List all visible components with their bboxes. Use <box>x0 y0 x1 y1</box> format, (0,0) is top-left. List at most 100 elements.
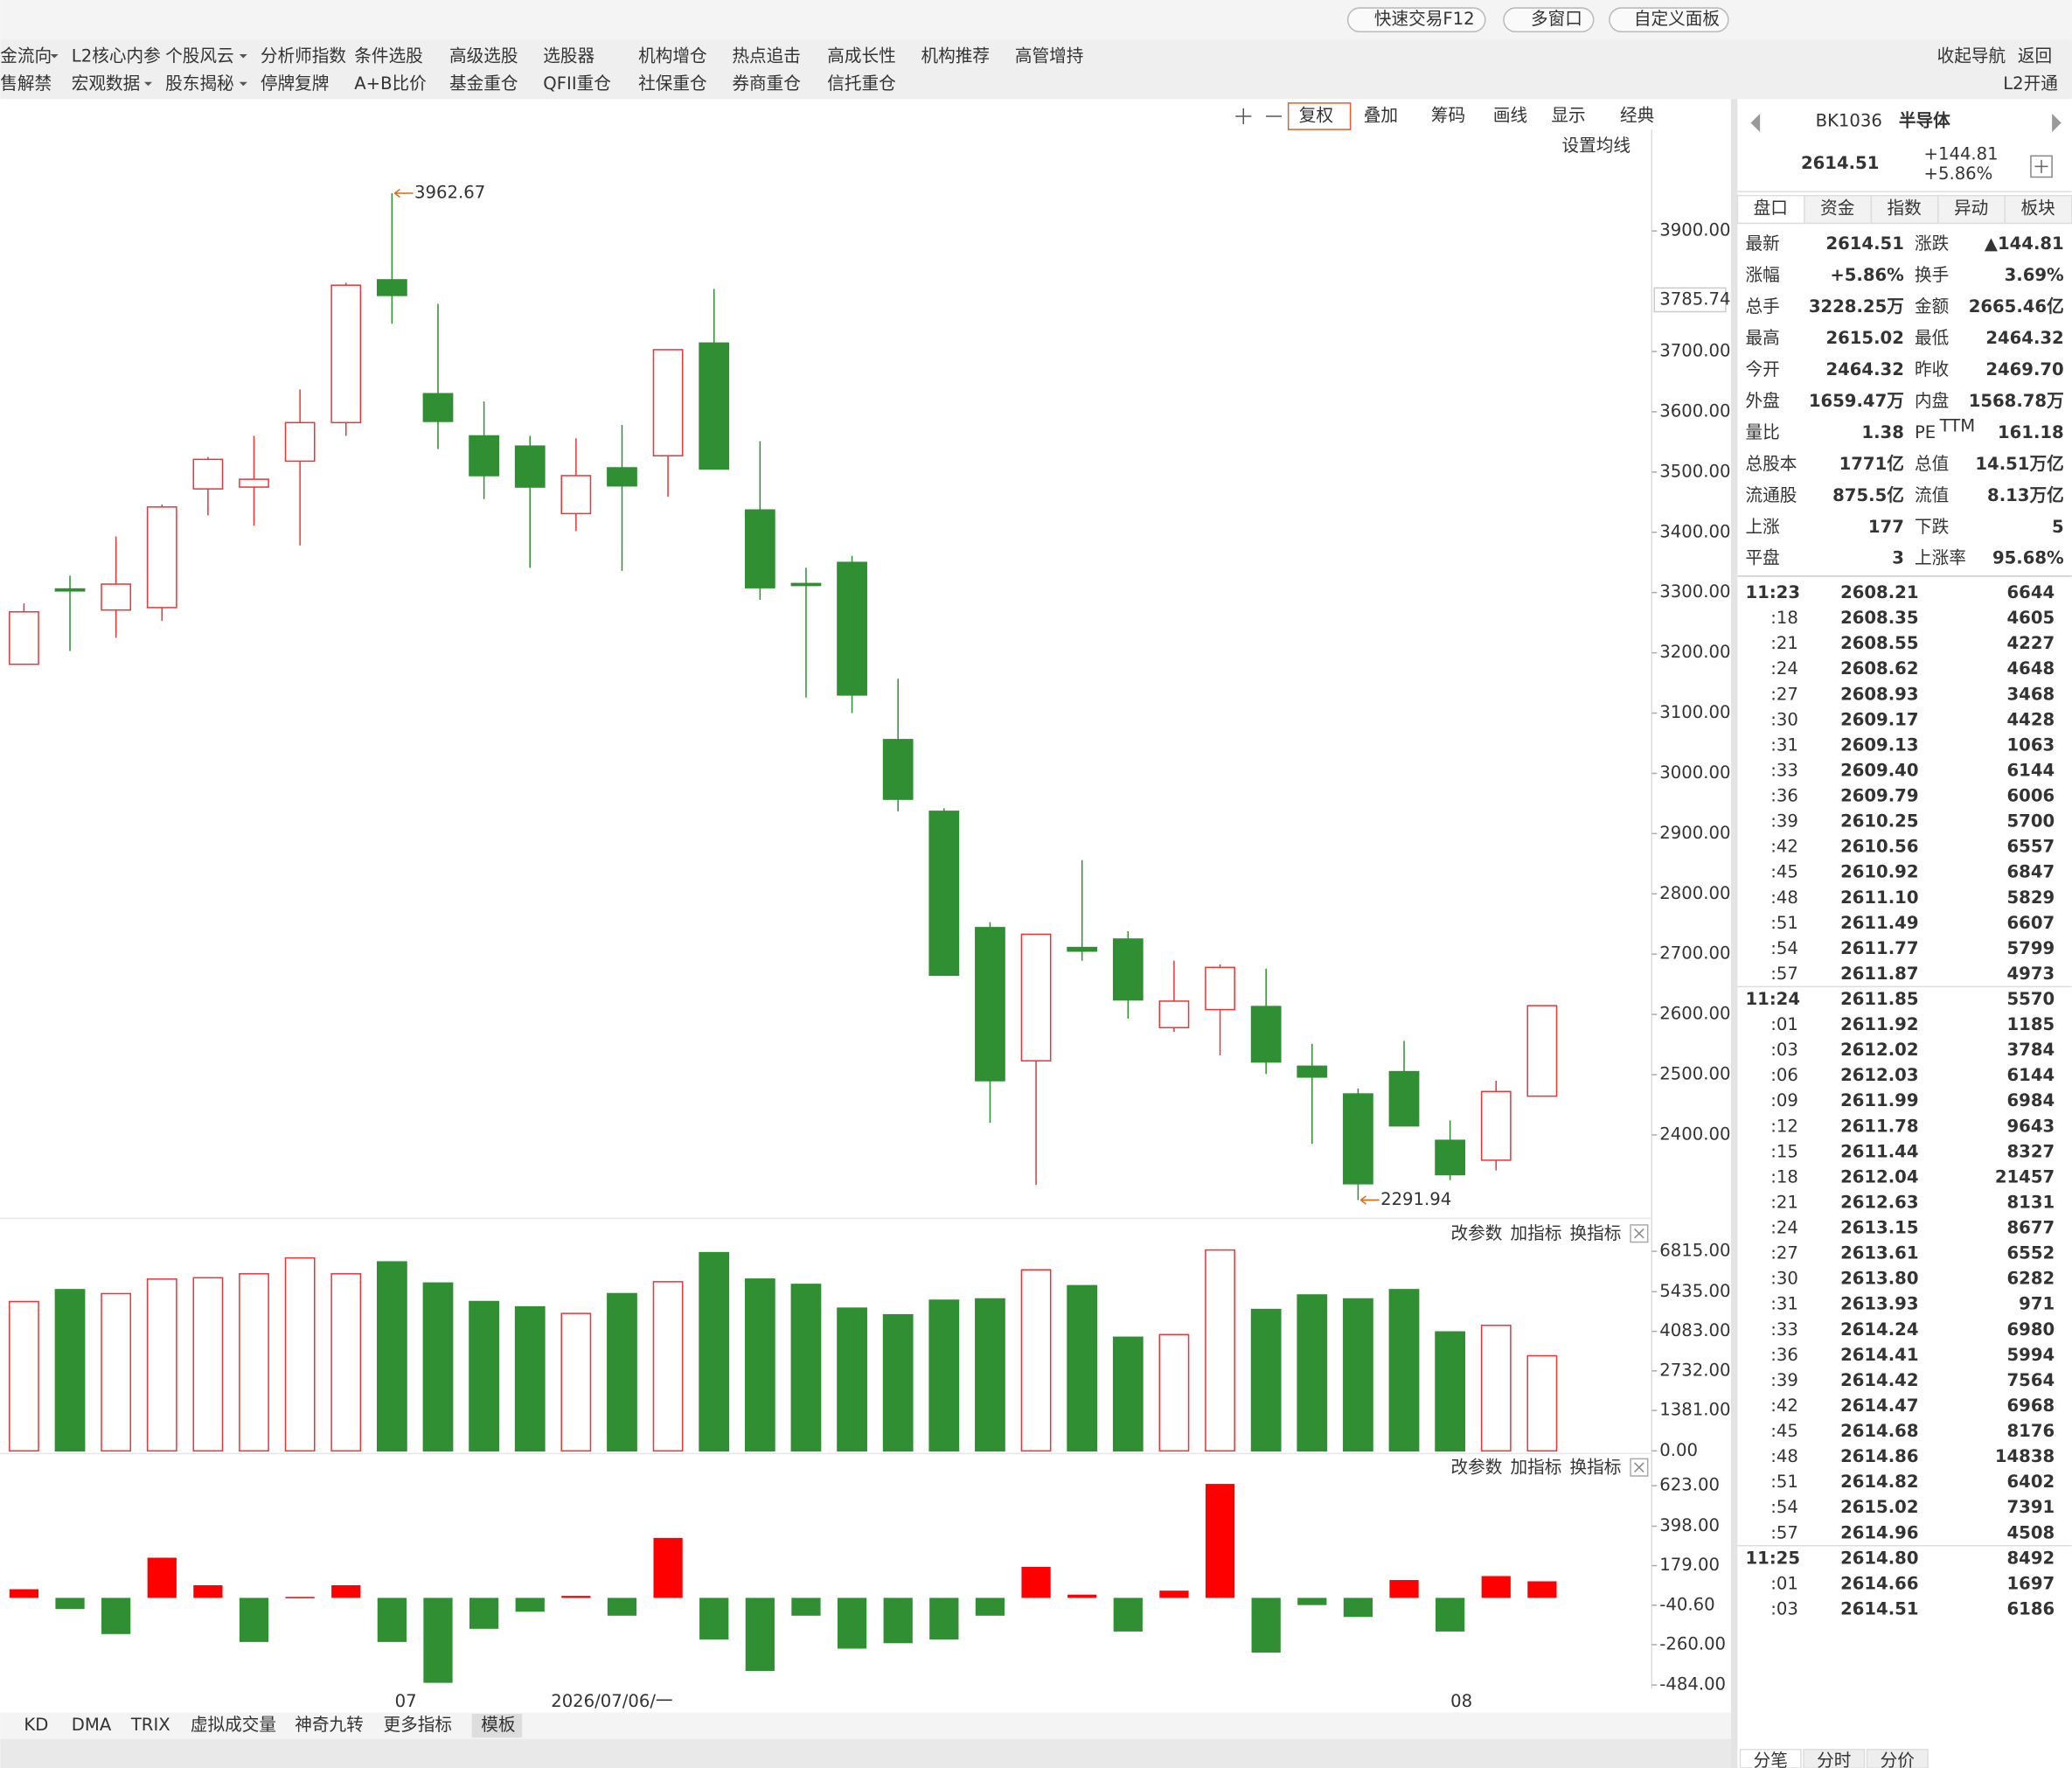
tick-time: :48 <box>1770 887 1798 908</box>
tick-time: :30 <box>1770 709 1798 729</box>
tick-volume: 8327 <box>2007 1141 2055 1161</box>
menu-item[interactable]: 收起导航 <box>1937 45 2006 66</box>
menu-item[interactable]: 券商重仓 <box>732 73 801 94</box>
menu-item[interactable]: 高级选股 <box>449 45 518 66</box>
panel-tab[interactable] <box>1804 194 1873 225</box>
panel-tab[interactable] <box>1736 194 1805 225</box>
tool-button[interactable]: 显示 <box>1551 105 1585 125</box>
tool-button[interactable]: 叠加 <box>1364 105 1398 125</box>
menu-item[interactable]: 股东揭秘 <box>165 73 234 94</box>
indicator-tab[interactable]: 神奇九转 <box>295 1715 364 1735</box>
tool-button[interactable]: 复权 <box>1299 105 1333 125</box>
bottom-tab[interactable] <box>1803 1749 1866 1768</box>
menu-item[interactable]: 返回 <box>2018 45 2052 66</box>
menu-item[interactable]: 高成长性 <box>827 45 896 66</box>
y-tick-label: 3200.00 <box>1659 642 1730 662</box>
tick-volume: 7391 <box>2007 1497 2055 1517</box>
tick-volume: 3784 <box>2007 1040 2055 1060</box>
high-annotation: 3962.67 <box>414 182 485 202</box>
indicator-tab[interactable]: 更多指标 <box>383 1715 451 1735</box>
pane-button[interactable]: 改参数 <box>1451 1457 1503 1477</box>
indicator-tab[interactable]: TRIX <box>130 1715 170 1735</box>
menu-item[interactable]: 热点追击 <box>732 45 801 66</box>
panel-tab-label[interactable]: 指数 <box>1888 198 1923 218</box>
menu-item[interactable]: L2核心内参 <box>72 45 161 66</box>
bottom-tab-label[interactable]: 分时 <box>1817 1751 1851 1768</box>
panel-tab[interactable] <box>1870 194 1939 225</box>
indicator-tab[interactable]: KD <box>24 1715 48 1735</box>
macd-bar <box>1113 1597 1143 1632</box>
dropdown-arrow <box>50 53 59 59</box>
pane-button[interactable]: 加指标 <box>1511 1223 1562 1243</box>
volume-bar <box>330 1273 362 1452</box>
menu-item[interactable]: QFII重仓 <box>543 73 611 94</box>
annotation-arrow <box>1359 1195 1380 1205</box>
macd-bar <box>1297 1597 1327 1605</box>
pane-button[interactable]: 换指标 <box>1570 1223 1622 1243</box>
top-button[interactable] <box>1346 7 1486 33</box>
y-tick-label: 5435.00 <box>1659 1281 1730 1301</box>
top-button[interactable] <box>1609 7 1729 33</box>
tool-button[interactable]: 筹码 <box>1431 105 1465 125</box>
menu-item[interactable]: 信托重仓 <box>827 73 896 94</box>
menu-item[interactable]: 高管增持 <box>1015 45 1084 66</box>
indicator-tab[interactable]: 模板 <box>481 1715 515 1735</box>
candle-body <box>607 467 637 487</box>
menu-item[interactable]: 金流向 <box>0 45 52 66</box>
panel-tab-label[interactable]: 板块 <box>2020 198 2055 218</box>
l2-link[interactable]: L2开通 <box>2003 73 2058 94</box>
quote-value: 2614.51 <box>1825 233 1903 254</box>
candle-body <box>744 509 775 588</box>
tick-volume: 4973 <box>2007 964 2055 984</box>
tick-price: 2611.78 <box>1840 1116 1918 1136</box>
indicator-tab[interactable]: 虚拟成交量 <box>191 1715 276 1735</box>
top-button[interactable] <box>1503 7 1595 33</box>
x-tick-label: 07 <box>395 1691 417 1711</box>
menu-item[interactable]: 社保重仓 <box>638 73 707 94</box>
pane-button[interactable]: 加指标 <box>1511 1457 1562 1477</box>
tool-button[interactable] <box>1287 102 1352 130</box>
indicator-tab[interactable]: DMA <box>72 1715 112 1735</box>
pane-button[interactable]: 改参数 <box>1451 1223 1503 1243</box>
menu-item[interactable]: 条件选股 <box>354 45 423 66</box>
bottom-tab-label[interactable]: 分笔 <box>1754 1751 1788 1768</box>
menu-item[interactable]: 宏观数据 <box>72 73 140 94</box>
tick-time: :12 <box>1770 1116 1798 1136</box>
menu-item[interactable]: 售解禁 <box>0 73 52 94</box>
y-tick-label: 2700.00 <box>1659 943 1730 964</box>
panel-tab-label[interactable]: 盘口 <box>1754 198 1788 218</box>
menu-item[interactable]: 基金重仓 <box>449 73 518 94</box>
menu-item[interactable]: 个股风云 <box>165 45 234 66</box>
menu-item[interactable]: A+B比价 <box>354 73 427 94</box>
menu-item[interactable]: 机构增仓 <box>638 45 707 66</box>
add-button[interactable] <box>2030 155 2053 178</box>
panel-tab-label[interactable]: 异动 <box>1954 198 1988 218</box>
tool-button[interactable]: 画线 <box>1493 105 1527 125</box>
menu-item[interactable]: 机构推荐 <box>921 45 991 66</box>
board-code: BK1036 <box>1816 111 1882 131</box>
macd-bar <box>561 1596 591 1598</box>
macd-bar <box>515 1597 545 1612</box>
close-icon <box>1634 1462 1644 1473</box>
quote-value: 3.69% <box>2005 265 2064 285</box>
y-tick-label: 2800.00 <box>1659 883 1730 903</box>
bottom-tab-label[interactable]: 分价 <box>1881 1751 1916 1768</box>
quote-value: 3 <box>1892 548 1904 568</box>
menu-item[interactable]: 分析师指数 <box>261 45 346 66</box>
active-tab[interactable] <box>471 1714 523 1738</box>
ma-setting[interactable]: 设置均线 <box>1561 136 1630 156</box>
quote-value: +5.86% <box>1830 265 1904 285</box>
panel-tab[interactable] <box>2004 194 2072 225</box>
tool-icon[interactable] <box>1235 108 1252 125</box>
tick-price: 2610.56 <box>1840 837 1918 857</box>
panel-tab-label[interactable]: 资金 <box>1820 198 1855 218</box>
menu-item[interactable]: 停牌复牌 <box>261 73 330 94</box>
bottom-tab[interactable] <box>1866 1749 1929 1768</box>
volume-bar <box>607 1292 637 1452</box>
menu-item[interactable]: 选股器 <box>543 45 594 66</box>
tick-time: :36 <box>1770 1345 1798 1365</box>
bottom-tab[interactable] <box>1739 1749 1802 1768</box>
tool-button[interactable]: 经典 <box>1620 105 1654 125</box>
pane-button[interactable]: 换指标 <box>1570 1457 1622 1477</box>
tick-volume: 6186 <box>2007 1598 2055 1618</box>
